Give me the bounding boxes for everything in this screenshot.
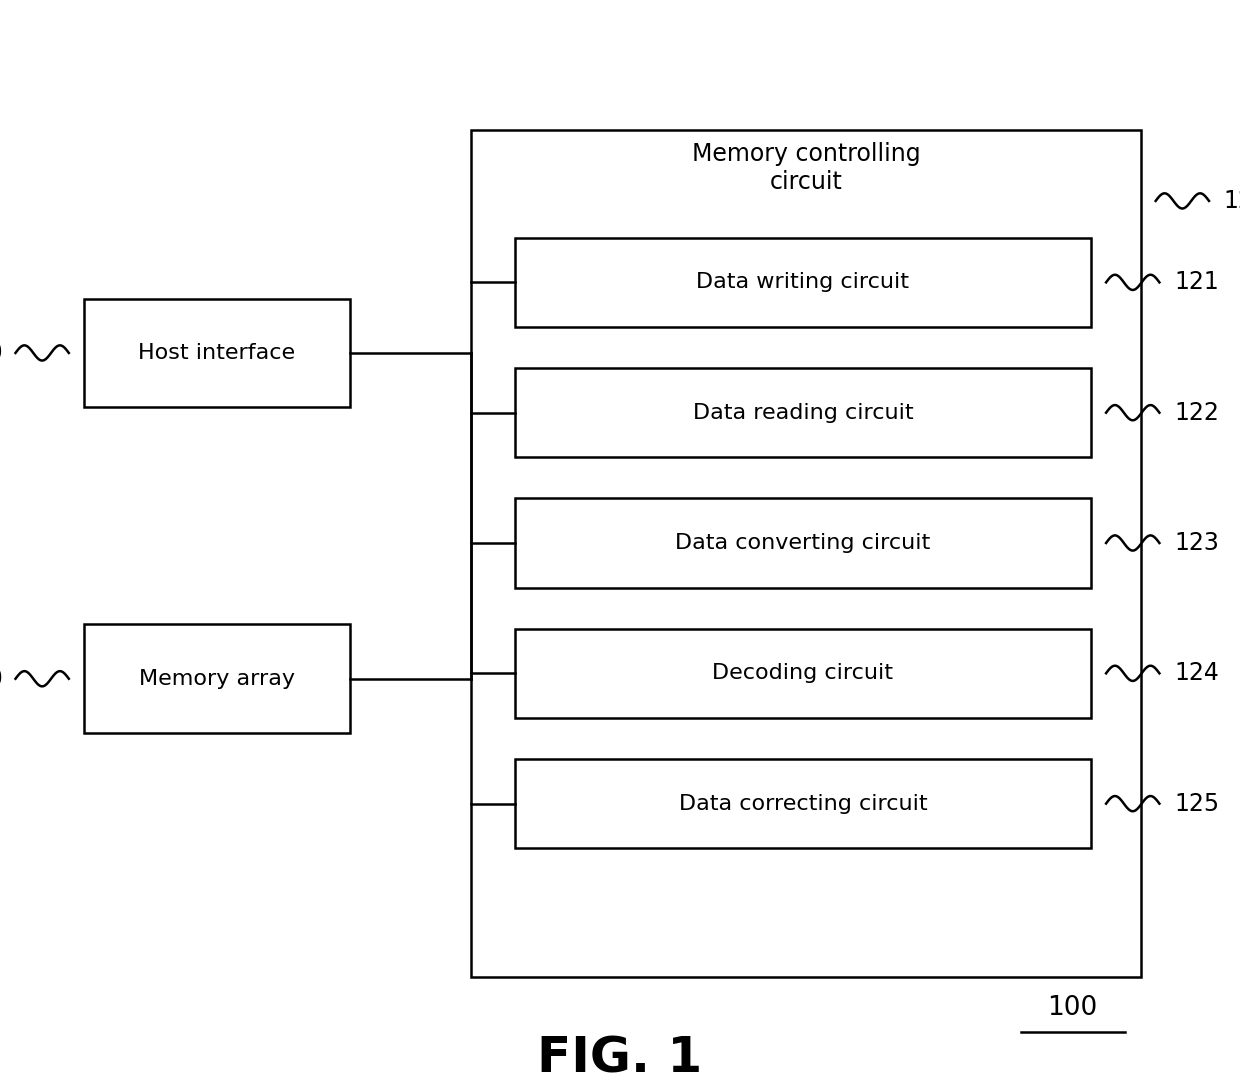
Bar xyxy=(471,130,1141,977)
Text: 122: 122 xyxy=(1174,401,1219,425)
Text: 110: 110 xyxy=(0,341,2,365)
Bar xyxy=(83,299,350,407)
Bar xyxy=(515,238,1091,327)
Bar xyxy=(83,624,350,733)
Text: 125: 125 xyxy=(1174,792,1219,816)
Bar xyxy=(515,368,1091,457)
Text: 121: 121 xyxy=(1174,270,1219,294)
Text: 120: 120 xyxy=(1224,189,1240,213)
Text: Data converting circuit: Data converting circuit xyxy=(676,533,930,553)
Text: Memory controlling
circuit: Memory controlling circuit xyxy=(692,142,920,194)
Text: FIG. 1: FIG. 1 xyxy=(537,1035,703,1083)
Text: Data writing circuit: Data writing circuit xyxy=(697,273,909,292)
Text: 100: 100 xyxy=(1048,995,1097,1021)
Bar xyxy=(515,759,1091,848)
Text: Data reading circuit: Data reading circuit xyxy=(693,403,913,422)
Text: 130: 130 xyxy=(0,667,2,691)
Text: 123: 123 xyxy=(1174,531,1219,555)
Text: 124: 124 xyxy=(1174,661,1219,685)
Bar xyxy=(515,629,1091,718)
Text: Decoding circuit: Decoding circuit xyxy=(713,664,893,683)
Bar xyxy=(515,498,1091,588)
Text: Data correcting circuit: Data correcting circuit xyxy=(678,794,928,813)
Text: Host interface: Host interface xyxy=(139,343,295,363)
Text: Memory array: Memory array xyxy=(139,669,295,689)
